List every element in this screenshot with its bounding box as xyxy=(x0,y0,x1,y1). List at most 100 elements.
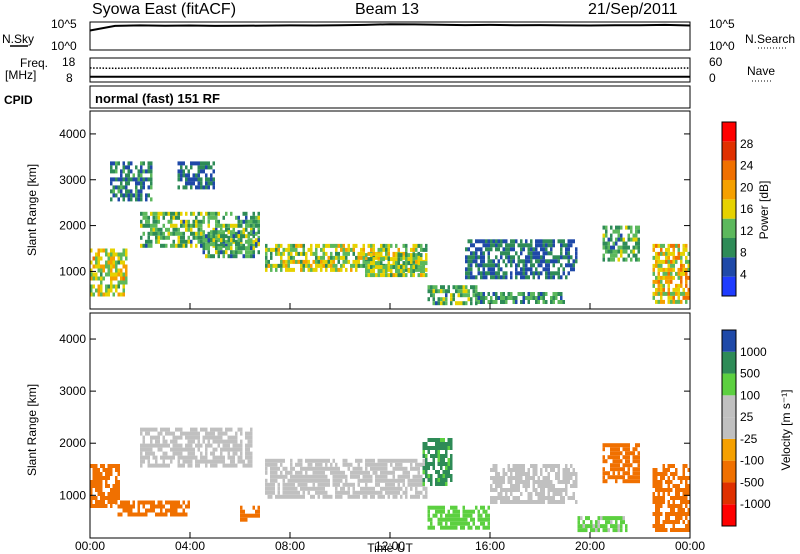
heatmap-cell xyxy=(480,296,483,300)
heatmap-cell xyxy=(160,431,163,436)
heatmap-cell xyxy=(635,471,638,476)
heatmap-cell xyxy=(552,296,555,300)
heatmap-cell xyxy=(605,524,608,529)
velocity-y-tick-label: 1000 xyxy=(59,488,86,502)
heatmap-cell xyxy=(547,263,550,268)
heatmap-cell xyxy=(567,247,570,252)
heatmap-cell xyxy=(657,263,660,268)
nave-point xyxy=(521,67,523,69)
heatmap-cell xyxy=(395,265,398,270)
power-colorbar-segment xyxy=(722,276,736,296)
nave-point xyxy=(477,67,479,69)
heatmap-cell xyxy=(395,478,398,483)
heatmap-cell xyxy=(107,464,110,468)
heatmap-cell xyxy=(165,508,168,513)
heatmap-cell xyxy=(612,455,615,460)
heatmap-cell xyxy=(432,458,435,462)
heatmap-cell xyxy=(670,520,673,524)
heatmap-cell xyxy=(242,517,245,522)
heatmap-cell xyxy=(435,482,438,486)
heatmap-cell xyxy=(605,229,608,234)
heatmap-cell xyxy=(230,459,233,464)
nave-point xyxy=(499,67,501,69)
heatmap-cell xyxy=(377,490,380,495)
heatmap-cell xyxy=(425,247,428,252)
heatmap-cell xyxy=(415,259,418,264)
heatmap-cell xyxy=(612,447,615,452)
heatmap-cell xyxy=(615,447,618,452)
heatmap-cell xyxy=(442,470,445,474)
heatmap-cell xyxy=(495,271,498,276)
heatmap-cell xyxy=(510,259,513,264)
heatmap-cell xyxy=(527,468,530,472)
heatmap-cell xyxy=(520,292,523,296)
heatmap-cell xyxy=(615,459,618,464)
heatmap-cell xyxy=(90,496,93,500)
heatmap-cell xyxy=(565,243,568,248)
heatmap-cell xyxy=(212,234,215,239)
heatmap-cell xyxy=(387,243,390,248)
heatmap-cell xyxy=(535,271,538,276)
heatmap-cell xyxy=(265,243,268,248)
heatmap-cell xyxy=(530,243,533,248)
heatmap-cell xyxy=(365,474,368,479)
nave-point xyxy=(274,67,276,69)
heatmap-cell xyxy=(390,478,393,483)
heatmap-cell xyxy=(207,459,210,464)
heatmap-cell xyxy=(287,478,290,483)
heatmap-cell xyxy=(657,279,660,284)
heatmap-cell xyxy=(452,285,455,290)
nave-point xyxy=(496,67,498,69)
heatmap-cell xyxy=(200,459,203,464)
heatmap-cell xyxy=(97,476,100,480)
heatmap-cell xyxy=(355,259,358,264)
heatmap-cell xyxy=(435,450,438,454)
heatmap-cell xyxy=(177,227,180,232)
heatmap-cell xyxy=(587,524,590,529)
heatmap-cell xyxy=(347,251,350,256)
heatmap-cell xyxy=(670,243,673,248)
heatmap-cell xyxy=(347,466,350,471)
heatmap-cell xyxy=(205,427,208,432)
heatmap-cell xyxy=(615,524,618,529)
velocity-colorbar-tick: -25 xyxy=(740,432,758,446)
heatmap-cell xyxy=(415,474,418,479)
heatmap-cell xyxy=(415,247,418,252)
heatmap-cell xyxy=(632,447,635,452)
nave-point xyxy=(161,67,164,69)
heatmap-cell xyxy=(152,463,155,468)
heatmap-cell xyxy=(670,480,673,484)
heatmap-cell xyxy=(520,472,523,476)
heatmap-cell xyxy=(182,161,185,166)
heatmap-cell xyxy=(545,292,548,296)
heatmap-cell xyxy=(487,517,490,522)
heatmap-cell xyxy=(562,300,565,304)
heatmap-cell xyxy=(662,524,665,528)
heatmap-cell xyxy=(612,257,615,262)
heatmap-cell xyxy=(195,223,198,228)
heatmap-cell xyxy=(680,299,683,304)
heatmap-cell xyxy=(560,255,563,260)
heatmap-cell xyxy=(667,267,670,272)
heatmap-cell xyxy=(222,238,225,243)
heatmap-cell xyxy=(135,181,138,186)
nave-point xyxy=(680,67,683,69)
heatmap-cell xyxy=(185,504,188,509)
heatmap-cell xyxy=(472,259,475,264)
heatmap-cell xyxy=(367,243,370,248)
heatmap-cell xyxy=(680,488,683,492)
heatmap-cell xyxy=(615,455,618,460)
heatmap-cell xyxy=(137,173,140,178)
heatmap-cell xyxy=(670,251,673,256)
heatmap-cell xyxy=(490,300,493,304)
heatmap-cell xyxy=(200,165,203,170)
heatmap-cell xyxy=(192,427,195,432)
nave-point xyxy=(246,67,248,69)
heatmap-cell xyxy=(122,284,125,289)
heatmap-cell xyxy=(390,458,393,463)
heatmap-cell xyxy=(395,261,398,266)
heatmap-cell xyxy=(680,476,683,480)
heatmap-cell xyxy=(467,521,470,526)
heatmap-cell xyxy=(110,464,113,468)
heatmap-cell xyxy=(652,492,655,496)
